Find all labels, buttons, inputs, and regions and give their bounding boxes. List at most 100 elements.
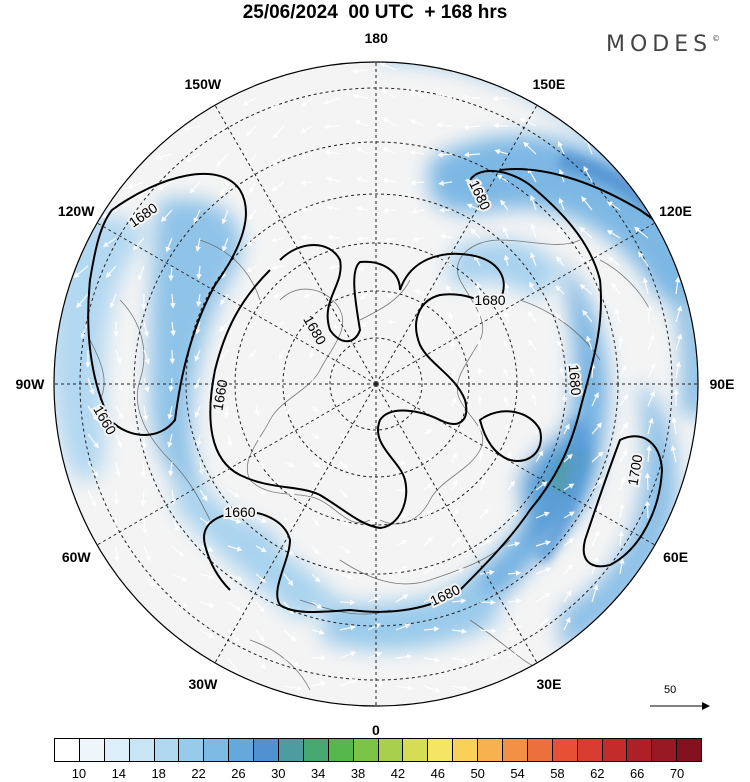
wind-arrow bbox=[227, 601, 242, 612]
wind-arrow bbox=[619, 364, 627, 379]
wind-arrow bbox=[646, 305, 653, 323]
colorbar-tick-label: 18 bbox=[151, 766, 166, 781]
colorbar-cell bbox=[154, 739, 180, 761]
wind-arrow bbox=[395, 685, 414, 691]
colorbar-cell bbox=[577, 739, 603, 761]
wind-arrow bbox=[451, 479, 458, 491]
wind-arrow bbox=[647, 390, 656, 407]
wind-arrow bbox=[300, 234, 313, 241]
brand-logo: MODES© bbox=[606, 32, 720, 57]
wind-arrow bbox=[503, 368, 509, 379]
colorbar-cell bbox=[104, 739, 130, 761]
longitude-label: 120W bbox=[57, 203, 95, 219]
wind-arrow bbox=[582, 309, 593, 323]
wind-arrow bbox=[638, 251, 649, 267]
wind-arrow bbox=[384, 237, 397, 243]
colorbar-tick-label: 38 bbox=[350, 766, 366, 781]
wind-arrow bbox=[249, 349, 257, 359]
wind-arrow bbox=[479, 599, 496, 606]
wind-arrow bbox=[496, 174, 509, 183]
wind-arrow bbox=[476, 394, 483, 407]
wind-arrow bbox=[87, 489, 96, 507]
wind-arrow bbox=[563, 511, 575, 519]
wind-arrow bbox=[140, 489, 147, 507]
wind-arrow bbox=[283, 685, 303, 692]
wind-arrow bbox=[563, 453, 573, 463]
longitude-label: 180 bbox=[364, 30, 388, 46]
colorbar-cell bbox=[428, 739, 454, 761]
wind-arrow bbox=[410, 88, 425, 99]
longitude-label: 60W bbox=[61, 549, 91, 565]
wind-arrow bbox=[248, 153, 257, 166]
wind-arrow bbox=[414, 289, 425, 295]
wind-arrow bbox=[608, 256, 621, 267]
wind-arrow bbox=[479, 654, 498, 661]
wind-arrow bbox=[327, 234, 341, 241]
wind-arrow bbox=[559, 366, 565, 379]
wind-arrow bbox=[410, 208, 425, 215]
wind-arrow bbox=[248, 181, 257, 194]
wind-arrow bbox=[502, 226, 509, 239]
wind-arrow bbox=[381, 89, 397, 99]
wind-arrow bbox=[409, 149, 425, 156]
wind-arrow bbox=[255, 629, 265, 642]
wind-arrow bbox=[409, 119, 425, 127]
wind-arrow bbox=[87, 405, 98, 422]
wind-arrow bbox=[105, 265, 117, 278]
wind-arrow bbox=[367, 596, 381, 603]
wind-arrow bbox=[272, 293, 285, 299]
wind-arrow bbox=[330, 293, 341, 300]
wind-arrow bbox=[423, 483, 433, 491]
colorbar-cell bbox=[652, 739, 678, 761]
wind-arrow bbox=[355, 176, 369, 183]
wind-arrow bbox=[535, 511, 550, 519]
wind-arrow bbox=[503, 339, 509, 351]
wind-arrow bbox=[556, 256, 565, 267]
colorbar bbox=[54, 738, 702, 762]
wind-arrow bbox=[395, 539, 408, 547]
wind-arrow bbox=[255, 545, 267, 553]
wind-arrow bbox=[324, 149, 341, 155]
longitude-label: 30E bbox=[536, 675, 562, 692]
wind-arrow bbox=[423, 657, 441, 663]
wind-arrow bbox=[675, 361, 681, 379]
wind-arrow bbox=[283, 657, 301, 667]
wind-arrow bbox=[606, 230, 621, 239]
wind-arrow bbox=[530, 223, 537, 239]
wind-arrow bbox=[563, 483, 575, 491]
wind-arrow bbox=[339, 573, 354, 580]
wind-arrow bbox=[674, 276, 681, 295]
wind-arrow bbox=[367, 489, 377, 496]
wind-arrow bbox=[339, 489, 349, 499]
wind-arrow bbox=[283, 573, 294, 586]
chart-title: 25/06/2024 00 UTC + 168 hrs bbox=[242, 2, 508, 23]
wind-arrow bbox=[132, 237, 145, 251]
colorbar-cell bbox=[229, 739, 255, 761]
wind-arrow bbox=[494, 148, 509, 155]
wind-arrow bbox=[503, 311, 510, 323]
wind-arrow bbox=[507, 511, 519, 519]
colorbar-tick-label: 26 bbox=[231, 766, 246, 781]
wind-arrow bbox=[272, 125, 285, 140]
wind-arrow bbox=[328, 264, 341, 271]
wind-arrow bbox=[311, 461, 321, 468]
wind-arrow bbox=[367, 623, 381, 631]
wind-arrow bbox=[423, 509, 433, 519]
wind-arrow bbox=[504, 423, 511, 435]
wind-arrow bbox=[671, 416, 677, 435]
wind-arrow bbox=[619, 422, 629, 435]
wind-vectors bbox=[73, 62, 683, 693]
wind-arrow bbox=[196, 433, 202, 447]
wind-arrow bbox=[367, 681, 384, 688]
wind-arrow bbox=[216, 153, 229, 167]
wind-arrow bbox=[647, 334, 655, 351]
wind-arrow bbox=[143, 321, 149, 338]
wind-arrow bbox=[248, 209, 257, 221]
wind-arrow bbox=[299, 179, 313, 186]
wind-arrow bbox=[451, 568, 465, 575]
wind-arrow bbox=[167, 405, 173, 420]
wind-arrow bbox=[219, 349, 229, 360]
wind-arrow bbox=[647, 417, 654, 435]
wind-arrow bbox=[619, 558, 625, 575]
wind-arrow bbox=[478, 450, 484, 463]
